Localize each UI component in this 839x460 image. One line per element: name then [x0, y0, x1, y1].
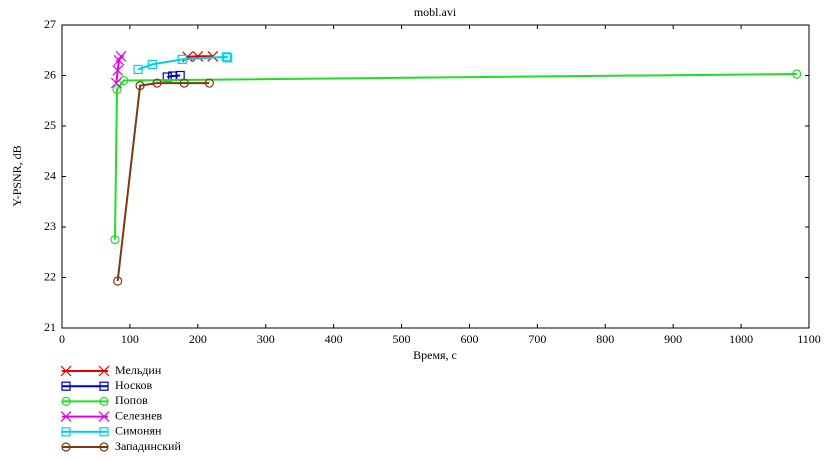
marker: [204, 78, 214, 88]
y-tick-label: 27: [44, 17, 56, 31]
marker: [119, 75, 129, 86]
y-tick-label: 24: [44, 168, 56, 182]
legend-label: Селезнев: [115, 408, 162, 422]
legend-label: Западинский: [115, 439, 181, 453]
series-line: [137, 55, 229, 71]
series-line: [113, 72, 797, 240]
marker: [113, 276, 123, 286]
x-axis-label: Время, с: [413, 348, 457, 362]
marker: [115, 50, 127, 62]
legend-marker: [60, 365, 72, 377]
marker: [110, 77, 122, 89]
legend-label: Мельдин: [115, 363, 162, 377]
legend-marker: [61, 442, 71, 452]
marker: [192, 50, 204, 62]
x-tick-label: 1100: [797, 332, 821, 346]
x-tick-label: 1000: [729, 332, 753, 346]
y-tick-label: 22: [44, 269, 56, 283]
marker: [112, 65, 124, 76]
x-tick-label: 500: [393, 332, 411, 346]
legend-label: Носков: [115, 378, 153, 392]
marker: [112, 85, 122, 95]
marker: [135, 80, 145, 91]
legend-marker: [60, 411, 72, 423]
y-tick-label: 21: [44, 320, 56, 334]
marker: [133, 64, 143, 75]
marker: [152, 78, 162, 88]
marker: [179, 78, 189, 88]
x-tick-label: 300: [257, 332, 275, 346]
legend-label: Попов: [115, 393, 148, 407]
legend-marker: [61, 381, 71, 391]
legend-marker: [61, 427, 71, 437]
marker: [177, 54, 187, 64]
legend-marker: [99, 427, 109, 437]
x-tick-label: 0: [59, 332, 65, 346]
x-tick-label: 600: [460, 332, 478, 346]
x-tick-label: 200: [189, 332, 207, 346]
x-tick-label: 800: [596, 332, 614, 346]
legend-marker: [98, 365, 110, 377]
series-line: [115, 55, 122, 84]
legend-marker: [99, 396, 109, 406]
x-tick-label: 900: [664, 332, 682, 346]
marker: [207, 50, 219, 62]
y-tick-label: 26: [44, 67, 56, 81]
series-line: [116, 82, 210, 282]
x-tick-label: 400: [325, 332, 343, 346]
marker: [792, 69, 802, 79]
plot-frame: [61, 24, 810, 329]
x-tick-label: 100: [121, 332, 139, 346]
y-axis-label: Y-PSNR, dB: [10, 145, 24, 206]
marker: [221, 52, 231, 62]
marker: [110, 235, 120, 245]
series-line: [187, 55, 213, 58]
y-tick-label: 25: [44, 118, 56, 132]
marker: [147, 59, 157, 69]
y-tick-label: 23: [44, 219, 56, 233]
legend-marker: [61, 396, 71, 406]
chart-title: mobl.avi: [414, 5, 457, 19]
legend-marker: [99, 442, 109, 452]
legend-label: Симонян: [115, 424, 162, 438]
marker: [223, 53, 233, 63]
legend-marker: [98, 411, 110, 423]
legend-marker: [99, 381, 109, 391]
x-tick-label: 700: [528, 332, 546, 346]
